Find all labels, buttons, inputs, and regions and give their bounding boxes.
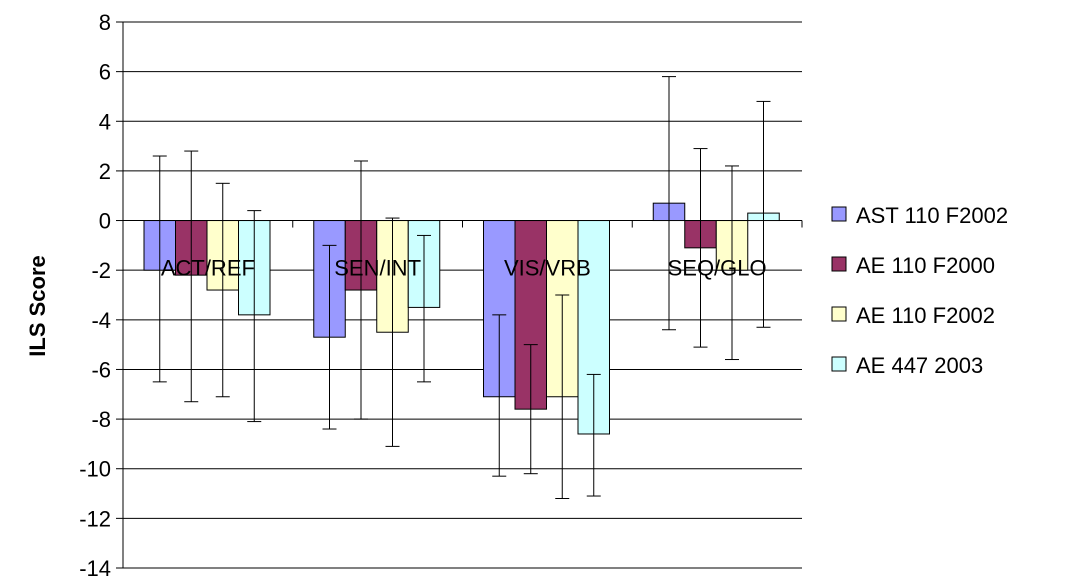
y-tick-label: -2 — [91, 258, 111, 283]
bars — [143, 202, 780, 435]
y-tick-label: -8 — [91, 407, 111, 432]
legend-box — [816, 175, 1081, 383]
axes: -14 -12 -10 -8 -6 -4 -2 0 2 4 6 8 — [79, 10, 803, 580]
category-label: SEN/INT — [334, 256, 421, 281]
category-labels: ACT/REF SEN/INT VIS/VRB SEQ/GLO — [161, 256, 767, 281]
y-tick-label: 4 — [99, 109, 111, 134]
y-tick-label: -6 — [91, 357, 111, 382]
legend: AST 110 F2002 AE 110 F2000 AE 110 F2002 AE … — [816, 175, 1081, 383]
legend-label: AE 447 2003 — [856, 353, 983, 378]
y-tick-label: 0 — [99, 209, 111, 234]
legend-swatch — [831, 306, 847, 322]
error-bars — [152, 76, 771, 500]
legend-swatch — [831, 356, 847, 372]
y-tick-label: -12 — [79, 506, 111, 531]
legend-label: AST 110 F2002 — [856, 203, 1008, 228]
legend-label: AE 110 F2002 — [856, 303, 995, 328]
legend-swatch — [831, 256, 847, 272]
y-tick-label: -10 — [79, 457, 111, 482]
legend-label: AE 110 F2000 — [856, 253, 995, 278]
category-label: SEQ/GLO — [668, 256, 767, 281]
y-axis-label: ILS Score — [25, 255, 50, 356]
y-tick-label: 6 — [99, 60, 111, 85]
y-tick-label: 8 — [99, 10, 111, 35]
legend-swatch — [831, 206, 847, 222]
category-label: ACT/REF — [161, 256, 255, 281]
y-tick-label: -4 — [91, 308, 111, 333]
category-label: VIS/VRB — [504, 256, 591, 281]
y-tick-label: -14 — [79, 556, 111, 580]
y-tick-label: 2 — [99, 159, 111, 184]
